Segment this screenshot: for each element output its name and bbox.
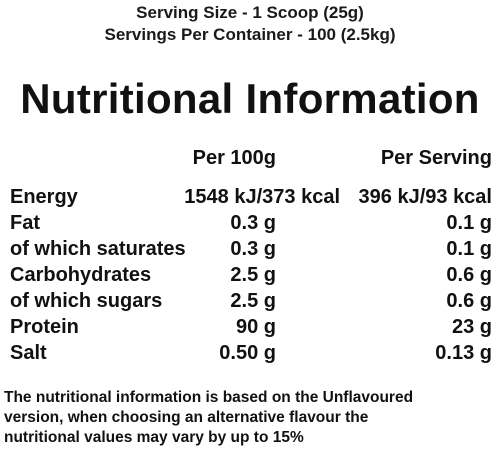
- nutrient-name: of which saturates: [10, 238, 186, 260]
- footnote: The nutritional information is based on …: [4, 388, 498, 448]
- value-per-100g: 0.3 g: [230, 238, 276, 260]
- value-per-serving: 0.1 g: [446, 238, 492, 260]
- page-title: Nutritional Information: [20, 75, 480, 122]
- value-per-100g: 1548 kJ/373 kcal: [184, 186, 340, 208]
- nutrition-row-carbohydrates: Carbohydrates 2.5 g 0.6 g: [0, 262, 500, 288]
- nutrient-name: Energy: [10, 186, 78, 208]
- nutrition-row-fat: Fat 0.3 g 0.1 g: [0, 210, 500, 236]
- value-per-serving: 0.6 g: [446, 290, 492, 312]
- nutrient-name: Carbohydrates: [10, 264, 152, 286]
- nutrient-name: Protein: [10, 316, 79, 338]
- column-header-per-100g: Per 100g: [192, 147, 276, 169]
- serving-size: Serving Size - 1 Scoop (25g): [136, 3, 364, 22]
- value-per-serving: 0.6 g: [446, 264, 492, 286]
- value-per-serving: 396 kJ/93 kcal: [358, 186, 492, 208]
- nutrition-row-salt: Salt 0.50 g 0.13 g: [0, 340, 500, 366]
- value-per-100g: 0.50 g: [219, 342, 276, 364]
- value-per-serving: 0.1 g: [446, 212, 492, 234]
- value-per-serving: 23 g: [451, 316, 492, 338]
- nutrition-row-energy: Energy 1548 kJ/373 kcal 396 kJ/93 kcal: [0, 184, 500, 210]
- nutrition-row-protein: Protein 90 g 23 g: [0, 314, 500, 340]
- footnote-line: nutritional values may vary by up to 15%: [4, 429, 304, 446]
- nutrient-name: of which sugars: [10, 290, 163, 312]
- value-per-100g: 90 g: [235, 316, 276, 338]
- nutrition-row-saturates: of which saturates 0.3 g 0.1 g: [0, 236, 500, 262]
- nutrient-name: Fat: [10, 212, 40, 234]
- servings-per-container: Servings Per Container - 100 (2.5kg): [104, 25, 396, 44]
- value-per-100g: 2.5 g: [230, 290, 276, 312]
- value-per-100g: 2.5 g: [230, 264, 276, 286]
- nutrition-row-sugars: of which sugars 2.5 g 0.6 g: [0, 288, 500, 314]
- value-per-serving: 0.13 g: [435, 342, 492, 364]
- footnote-line: The nutritional information is based on …: [4, 389, 414, 406]
- value-per-100g: 0.3 g: [230, 212, 276, 234]
- nutrient-name: Salt: [10, 342, 47, 364]
- footnote-line: version, when choosing an alternative fl…: [4, 409, 369, 426]
- column-header-per-serving: Per Serving: [380, 147, 492, 169]
